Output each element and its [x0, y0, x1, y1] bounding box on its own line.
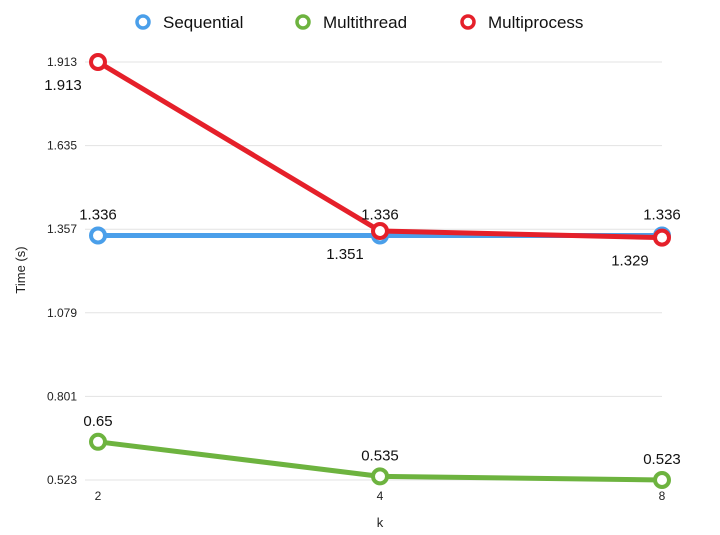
legend-marker-icon — [135, 14, 151, 30]
y-tick-label: 1.079 — [47, 306, 77, 320]
legend-item-multithread[interactable]: Multithread — [295, 13, 407, 32]
y-axis-title: Time (s) — [13, 246, 28, 293]
data-label-sequential: 1.336 — [79, 207, 117, 224]
point-multiprocess-8 — [653, 228, 671, 247]
legend: Sequential Multithread Multiprocess — [135, 13, 583, 32]
data-label-sequential: 1.336 — [361, 207, 399, 224]
point-multithread-8 — [653, 471, 671, 489]
x-tick-label: 8 — [659, 489, 666, 503]
data-label-multiprocess: 1.329 — [611, 253, 649, 270]
series-lines — [89, 53, 671, 489]
legend-label: Sequential — [163, 13, 243, 32]
point-multiprocess-2 — [89, 53, 107, 71]
x-axis-ticks: 2 4 8 — [95, 489, 666, 503]
y-axis-ticks: 0.523 0.801 1.079 1.357 1.635 1.913 — [47, 55, 77, 487]
x-tick-label: 2 — [95, 489, 102, 503]
legend-label: Multiprocess — [488, 13, 583, 32]
y-tick-label: 1.635 — [47, 139, 77, 153]
legend-item-sequential[interactable]: Sequential — [135, 13, 243, 32]
point-sequential-2 — [89, 226, 107, 245]
data-label-multithread: 0.523 — [643, 451, 681, 468]
y-tick-label: 0.801 — [47, 389, 77, 403]
point-multithread-4 — [371, 467, 389, 486]
point-multithread-2 — [89, 432, 107, 451]
point-multiprocess-4 — [371, 222, 389, 241]
legend-marker-icon — [295, 14, 311, 30]
data-labels: 1.336 1.336 1.336 0.65 0.535 0.523 1.913 1.351 1… — [44, 77, 681, 468]
legend-label: Multithread — [323, 13, 407, 32]
gridlines — [85, 61, 662, 481]
data-label-multiprocess: 1.913 — [44, 77, 82, 94]
data-label-multithread: 0.65 — [83, 413, 112, 430]
legend-marker-icon — [460, 14, 476, 30]
data-label-multiprocess: 1.351 — [326, 246, 364, 263]
y-tick-label: 1.357 — [47, 222, 77, 236]
x-tick-label: 4 — [377, 489, 384, 503]
data-label-multithread: 0.535 — [361, 447, 399, 464]
data-label-sequential: 1.336 — [643, 207, 681, 224]
y-tick-label: 0.523 — [47, 473, 77, 487]
legend-item-multiprocess[interactable]: Multiprocess — [460, 13, 583, 32]
x-axis-title: k — [377, 515, 384, 530]
y-tick-label: 1.913 — [47, 55, 77, 69]
